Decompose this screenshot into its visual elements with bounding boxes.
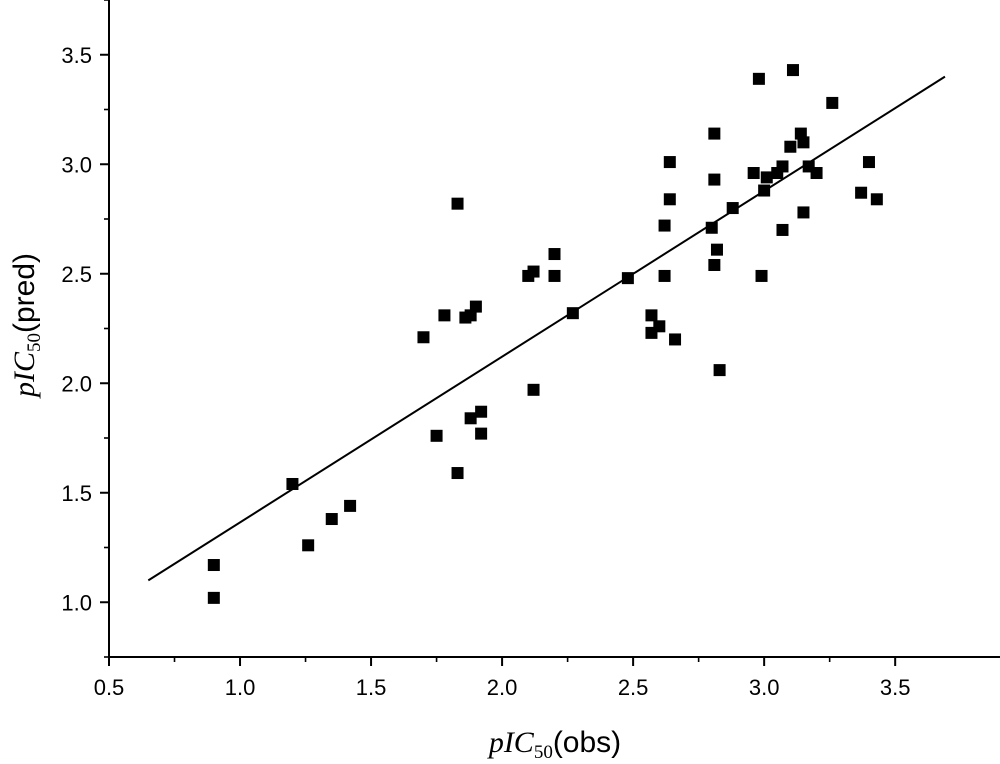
data-point: [758, 184, 771, 197]
data-point: [786, 64, 799, 77]
data-point: [475, 427, 488, 440]
data-point: [464, 412, 477, 425]
data-point: [855, 186, 868, 199]
data-point: [708, 127, 721, 140]
data-point: [713, 364, 726, 377]
data-point: [726, 202, 739, 215]
data-point: [469, 300, 482, 313]
data-point: [862, 156, 875, 169]
x-tick-label: 3.0: [749, 675, 780, 700]
y-tick-label: 1.0: [61, 590, 92, 615]
data-point: [645, 309, 658, 322]
y-tick-label: 1.5: [61, 481, 92, 506]
data-points: [207, 64, 883, 604]
data-point: [797, 136, 810, 149]
data-point: [451, 467, 464, 480]
data-point: [663, 156, 676, 169]
axes: [108, 0, 1000, 658]
x-tick-label: 3.5: [880, 675, 911, 700]
data-point: [752, 72, 765, 85]
y-tick-label: 2.5: [61, 262, 92, 287]
data-point: [810, 167, 823, 180]
data-point: [548, 269, 561, 282]
data-point: [417, 331, 430, 344]
data-point: [658, 219, 671, 232]
data-point: [755, 269, 768, 282]
data-point: [669, 333, 682, 346]
data-point: [653, 320, 666, 333]
data-point: [784, 140, 797, 153]
data-point: [325, 513, 338, 526]
data-point: [566, 307, 579, 320]
data-point: [207, 591, 220, 604]
data-point: [548, 248, 561, 261]
y-tick-label: 3.5: [61, 43, 92, 68]
data-point: [527, 383, 540, 396]
data-point: [776, 160, 789, 173]
data-point: [797, 206, 810, 219]
data-point: [475, 405, 488, 418]
data-point: [708, 173, 721, 186]
data-point: [776, 223, 789, 236]
data-point: [870, 193, 883, 206]
x-tick-label: 2.0: [487, 675, 518, 700]
data-point: [621, 272, 634, 285]
data-point: [302, 539, 315, 552]
data-point: [451, 197, 464, 210]
data-point: [705, 221, 718, 234]
data-point: [658, 269, 671, 282]
x-tick-label: 0.5: [94, 675, 125, 700]
data-point: [663, 193, 676, 206]
x-tick-label: 1.5: [356, 675, 387, 700]
data-point: [286, 477, 299, 490]
data-point: [747, 167, 760, 180]
data-point: [438, 309, 451, 322]
regression-line: [147, 75, 946, 582]
data-point: [760, 171, 773, 184]
data-point: [344, 499, 357, 512]
x-axis-title: pIC50(obs): [487, 726, 621, 763]
y-axis-ticks: 1.0 1.5 2.0 2.5 3.0 3.5: [61, 0, 109, 658]
x-tick-label: 2.5: [618, 675, 649, 700]
y-tick-label: 2.0: [61, 371, 92, 396]
data-point: [527, 265, 540, 278]
data-point: [826, 96, 839, 109]
data-point: [708, 258, 721, 271]
y-axis-title: pIC50(pred): [8, 253, 45, 399]
data-point: [207, 559, 220, 572]
x-axis-ticks: 0.5 1.0 1.5 2.0 2.5 3.0 3.5: [94, 657, 911, 700]
data-point: [710, 243, 723, 256]
x-tick-label: 1.0: [225, 675, 256, 700]
regression-line-group: [147, 75, 946, 582]
y-tick-label: 3.0: [61, 152, 92, 177]
data-point: [430, 429, 443, 442]
